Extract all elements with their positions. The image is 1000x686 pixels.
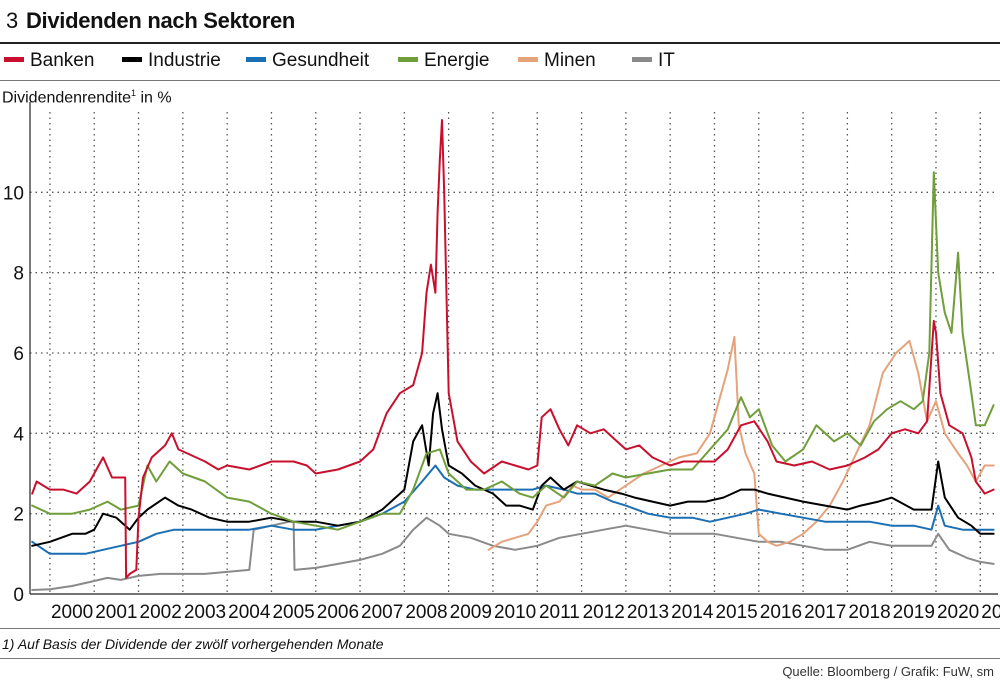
x-tick-label: 2013 — [627, 602, 669, 623]
y-tick-label: 2 — [13, 505, 24, 526]
y-axis-label-text: Dividendenrendite — [2, 89, 131, 107]
legend-swatch-banken — [4, 57, 24, 63]
legend-item-energie: Energie — [398, 50, 490, 72]
x-tick-label: 2002 — [140, 602, 182, 623]
x-tick-label: 2015 — [715, 602, 757, 623]
x-tick-label: 2012 — [583, 602, 625, 623]
series-line-it — [31, 516, 995, 591]
y-tick-label: 10 — [3, 183, 24, 204]
bottom-rule — [0, 658, 1000, 659]
x-tick-label: 2014 — [671, 602, 714, 623]
y-axis-label-unit: in % — [136, 89, 172, 107]
y-tick-label: 4 — [13, 424, 24, 445]
legend-item-gesundheit: Gesundheit — [246, 50, 369, 72]
legend-swatch-it — [632, 57, 652, 63]
legend-swatch-industrie — [122, 57, 142, 63]
top-rule — [0, 42, 1000, 44]
x-tick-label: 2021 — [981, 602, 1000, 623]
y-axis-label-footnote-mark: 1 — [130, 88, 136, 98]
series-line-banken — [31, 119, 995, 579]
x-tick-label: 2010 — [494, 602, 536, 623]
legend-label-minen: Minen — [544, 50, 596, 71]
y-tick-label: 6 — [13, 344, 24, 365]
y-tick-label: 0 — [13, 585, 24, 606]
chart-title: 3 Dividenden nach Sektoren — [6, 8, 295, 34]
legend-swatch-gesundheit — [246, 57, 266, 63]
x-tick-label: 2019 — [893, 602, 935, 623]
y-tick-label: 8 — [13, 264, 24, 285]
x-tick-label: 2020 — [937, 602, 979, 623]
series-line-minen — [487, 335, 995, 551]
legend-label-it: IT — [658, 50, 675, 71]
x-tick-label: 2016 — [760, 602, 802, 623]
x-tick-label: 2000 — [51, 602, 93, 623]
legend-item-industrie: Industrie — [122, 50, 221, 72]
legend-item-banken: Banken — [4, 50, 94, 72]
y-axis-label: Dividendenrendite1 in % — [2, 88, 172, 107]
series-line-industrie — [31, 392, 995, 547]
series-line-gesundheit — [31, 464, 995, 555]
series-line-energie — [31, 171, 995, 531]
x-tick-label: 2001 — [95, 602, 137, 623]
x-tick-label: 2017 — [804, 602, 846, 623]
x-tick-label: 2011 — [539, 602, 580, 623]
legend-label-industrie: Industrie — [148, 50, 221, 71]
x-tick-label: 2004 — [228, 602, 271, 623]
legend-item-it: IT — [632, 50, 675, 72]
chart-number: 3 — [6, 8, 18, 33]
x-tick-label: 2005 — [272, 602, 314, 623]
source-credit: Quelle: Bloomberg / Grafik: FuW, sm — [782, 664, 994, 679]
footnote: 1) Auf Basis der Dividende der zwölf vor… — [2, 636, 384, 652]
footnote-rule — [0, 628, 1000, 629]
legend-item-minen: Minen — [518, 50, 596, 72]
x-tick-label: 2006 — [317, 602, 359, 623]
x-tick-label: 2018 — [848, 602, 890, 623]
legend-label-banken: Banken — [30, 50, 95, 71]
legend-label-energie: Energie — [424, 50, 490, 71]
x-tick-label: 2009 — [450, 602, 492, 623]
x-tick-label: 2003 — [184, 602, 226, 623]
x-tick-label: 2007 — [361, 602, 403, 623]
legend-swatch-minen — [518, 57, 538, 63]
x-tick-label: 2008 — [405, 602, 447, 623]
chart-title-text: Dividenden nach Sektoren — [25, 8, 296, 33]
legend-label-gesundheit: Gesundheit — [272, 50, 370, 71]
legend-swatch-energie — [398, 57, 418, 63]
legend-rule — [0, 80, 1000, 81]
